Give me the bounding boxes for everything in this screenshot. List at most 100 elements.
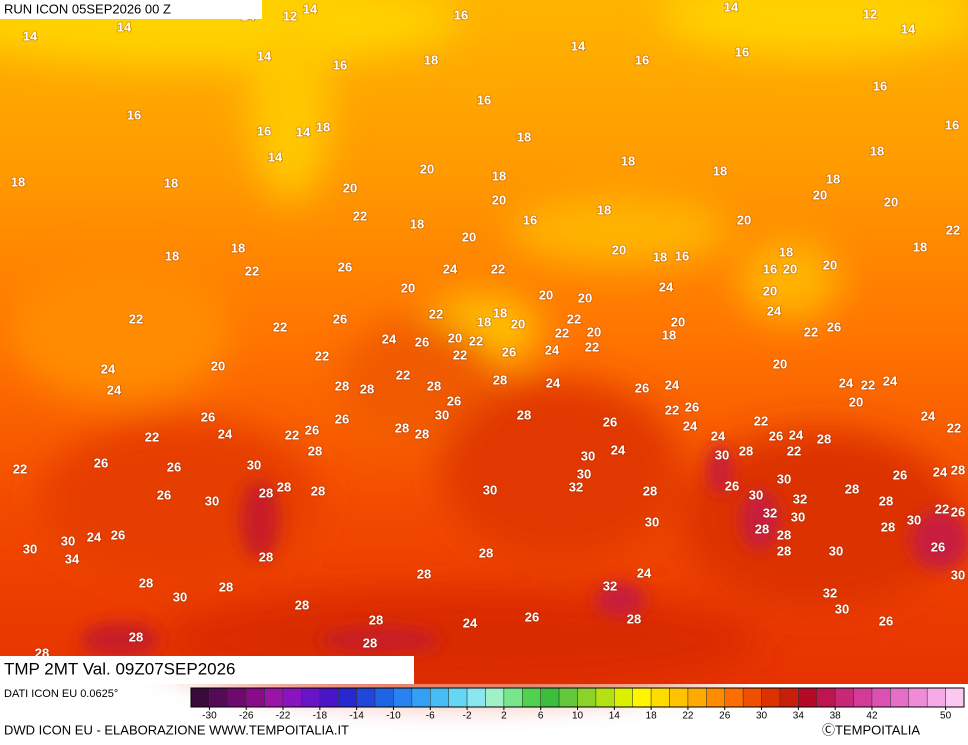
colorbar-swatch bbox=[485, 687, 505, 708]
colorbar-tick-label: -6 bbox=[426, 711, 435, 722]
temperature-label: 26 bbox=[879, 613, 893, 628]
colorbar-tick-label: -2 bbox=[463, 711, 472, 722]
temperature-label: 30 bbox=[791, 509, 805, 524]
temperature-label: 16 bbox=[477, 92, 491, 107]
hot-spots bbox=[80, 445, 968, 658]
footer-left: DWD ICON EU - ELABORAZIONE WWW.TEMPOITAL… bbox=[4, 722, 349, 737]
source-text: DATI ICON EU 0.0625° bbox=[4, 688, 118, 700]
colorbar-tick-label: 10 bbox=[572, 711, 584, 722]
colorbar-swatch bbox=[890, 687, 910, 708]
temperature-label: 16 bbox=[454, 7, 468, 22]
colorbar-swatch bbox=[834, 687, 854, 708]
temperature-label: 22 bbox=[947, 420, 961, 435]
temperature-label: 26 bbox=[502, 344, 516, 359]
colorbar-tick-label: -30 bbox=[202, 711, 217, 722]
temperature-label: 24 bbox=[659, 279, 674, 294]
temperature-label: 28 bbox=[360, 381, 374, 396]
colorbar-tick-label: 14 bbox=[609, 711, 621, 722]
colorbar-swatch bbox=[687, 687, 707, 708]
temperature-label: 22 bbox=[145, 429, 159, 444]
temperature-label: 28 bbox=[479, 545, 493, 560]
temperature-label: 26 bbox=[951, 504, 965, 519]
temperature-label: 20 bbox=[823, 257, 837, 272]
colorbar-swatch bbox=[301, 687, 321, 708]
temperature-label: 16 bbox=[523, 212, 537, 227]
colorbar-tick-label: -10 bbox=[386, 711, 401, 722]
temperature-label: 28 bbox=[219, 579, 233, 594]
colorbar-swatch bbox=[282, 687, 302, 708]
temperature-label: 28 bbox=[395, 420, 409, 435]
temperature-label: 18 bbox=[316, 119, 330, 134]
colorbar-swatch bbox=[871, 687, 891, 708]
temperature-label: 16 bbox=[127, 107, 141, 122]
temperature-label: 28 bbox=[643, 483, 657, 498]
temperature-label: 16 bbox=[763, 261, 777, 276]
colorbar-swatch bbox=[430, 687, 449, 708]
temperature-label: 26 bbox=[94, 455, 108, 470]
colorbar-swatch bbox=[245, 687, 265, 708]
temperature-label: 26 bbox=[338, 259, 352, 274]
temperature-label: 18 bbox=[165, 248, 179, 263]
temperature-label: 28 bbox=[415, 426, 429, 441]
temperature-label: 30 bbox=[61, 533, 75, 548]
colorbar-tick-label: 18 bbox=[646, 711, 658, 722]
colorbar-swatch bbox=[853, 687, 873, 708]
temperature-label: 24 bbox=[883, 373, 898, 388]
temperature-label: 28 bbox=[259, 549, 273, 564]
temperature-label: 28 bbox=[427, 378, 441, 393]
temperature-label: 26 bbox=[827, 319, 841, 334]
temperature-label: 18 bbox=[913, 239, 927, 254]
temperature-label: 18 bbox=[517, 129, 531, 144]
temperature-label: 16 bbox=[675, 248, 689, 263]
temperature-label: 14 bbox=[257, 48, 272, 63]
temperature-label: 24 bbox=[382, 331, 397, 346]
temperature-label: 22 bbox=[315, 348, 329, 363]
run-box bbox=[0, 0, 262, 19]
temperature-label: 20 bbox=[511, 316, 525, 331]
temperature-label: 16 bbox=[945, 117, 959, 132]
temperature-label: 28 bbox=[755, 521, 769, 536]
temperature-label: 34 bbox=[65, 551, 80, 566]
temperature-label: 26 bbox=[893, 467, 907, 482]
temperature-label: 26 bbox=[167, 459, 181, 474]
temperature-label: 20 bbox=[783, 261, 797, 276]
temperature-label: 18 bbox=[621, 153, 635, 168]
colorbar-swatch bbox=[448, 687, 468, 708]
temperature-label: 26 bbox=[725, 478, 739, 493]
temperature-label: 12 bbox=[863, 6, 877, 21]
temperature-label: 28 bbox=[311, 483, 325, 498]
temperature-label: 22 bbox=[804, 324, 818, 339]
colorbar-swatch bbox=[706, 687, 725, 708]
temperature-label: 20 bbox=[401, 280, 415, 295]
temperature-label: 14 bbox=[303, 1, 318, 16]
colorbar-swatch bbox=[926, 687, 946, 708]
temperature-label: 22 bbox=[585, 339, 599, 354]
temperature-label: 16 bbox=[635, 52, 649, 67]
colorbar-tick-label: 30 bbox=[756, 711, 768, 722]
temperature-label: 24 bbox=[933, 464, 948, 479]
colorbar-swatch bbox=[337, 687, 357, 708]
temperature-label: 20 bbox=[773, 356, 787, 371]
temperature-label: 30 bbox=[907, 512, 921, 527]
temperature-label: 18 bbox=[662, 327, 676, 342]
temperature-label: 14 bbox=[296, 124, 311, 139]
temperature-label: 28 bbox=[627, 611, 641, 626]
footer-right: ⒸTEMPOITALIA bbox=[822, 722, 920, 737]
temperature-label: 32 bbox=[603, 578, 617, 593]
colorbar-swatch bbox=[374, 687, 394, 708]
temperature-label: 20 bbox=[211, 358, 225, 373]
temperature-label: 16 bbox=[873, 78, 887, 93]
temperature-label: 22 bbox=[245, 263, 259, 278]
temperature-label: 20 bbox=[539, 287, 553, 302]
temperature-label: 22 bbox=[861, 377, 875, 392]
colorbar-tick-label: -26 bbox=[239, 711, 254, 722]
temperature-label: 30 bbox=[835, 601, 849, 616]
temperature-label: 18 bbox=[779, 244, 793, 259]
temperature-label: 28 bbox=[879, 493, 893, 508]
colorbar-swatch bbox=[319, 687, 339, 708]
temperature-label: 22 bbox=[273, 319, 287, 334]
temperature-label: 22 bbox=[555, 325, 569, 340]
temperature-label: 18 bbox=[231, 240, 245, 255]
